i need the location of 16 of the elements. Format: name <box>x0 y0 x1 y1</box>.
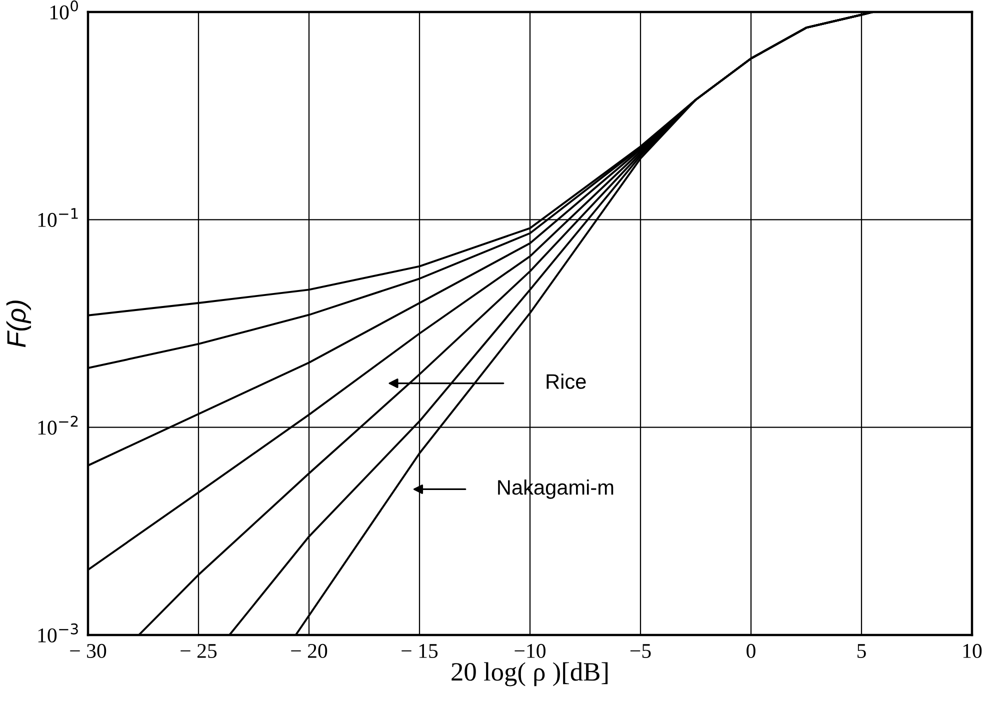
x-tick-label: − 30 <box>70 644 106 658</box>
y-tick-label: 10$^{−1}$ <box>38 208 78 227</box>
x-tick-label: 10 <box>963 644 982 658</box>
x-tick-label: − 15 <box>402 644 438 658</box>
annotation: Rice <box>546 374 586 389</box>
x-axis-title: 20 log( ρ )[dB] <box>452 662 608 686</box>
x-tick-label: − 25 <box>180 644 217 658</box>
y-tick-label: 10$^{−3}$ <box>38 623 78 642</box>
x-tick-label: −10 <box>514 644 546 658</box>
y-axis-title: F(ρ) <box>6 300 31 348</box>
y-tick-label: 10$^{0}$ <box>50 0 78 20</box>
x-tick-label: 0 <box>746 644 756 658</box>
y-tick-label: 10$^{−2}$ <box>38 416 78 435</box>
x-tick-label: −5 <box>630 644 651 658</box>
x-tick-label: 5 <box>858 644 866 658</box>
x-tick-label: − 20 <box>291 644 328 658</box>
